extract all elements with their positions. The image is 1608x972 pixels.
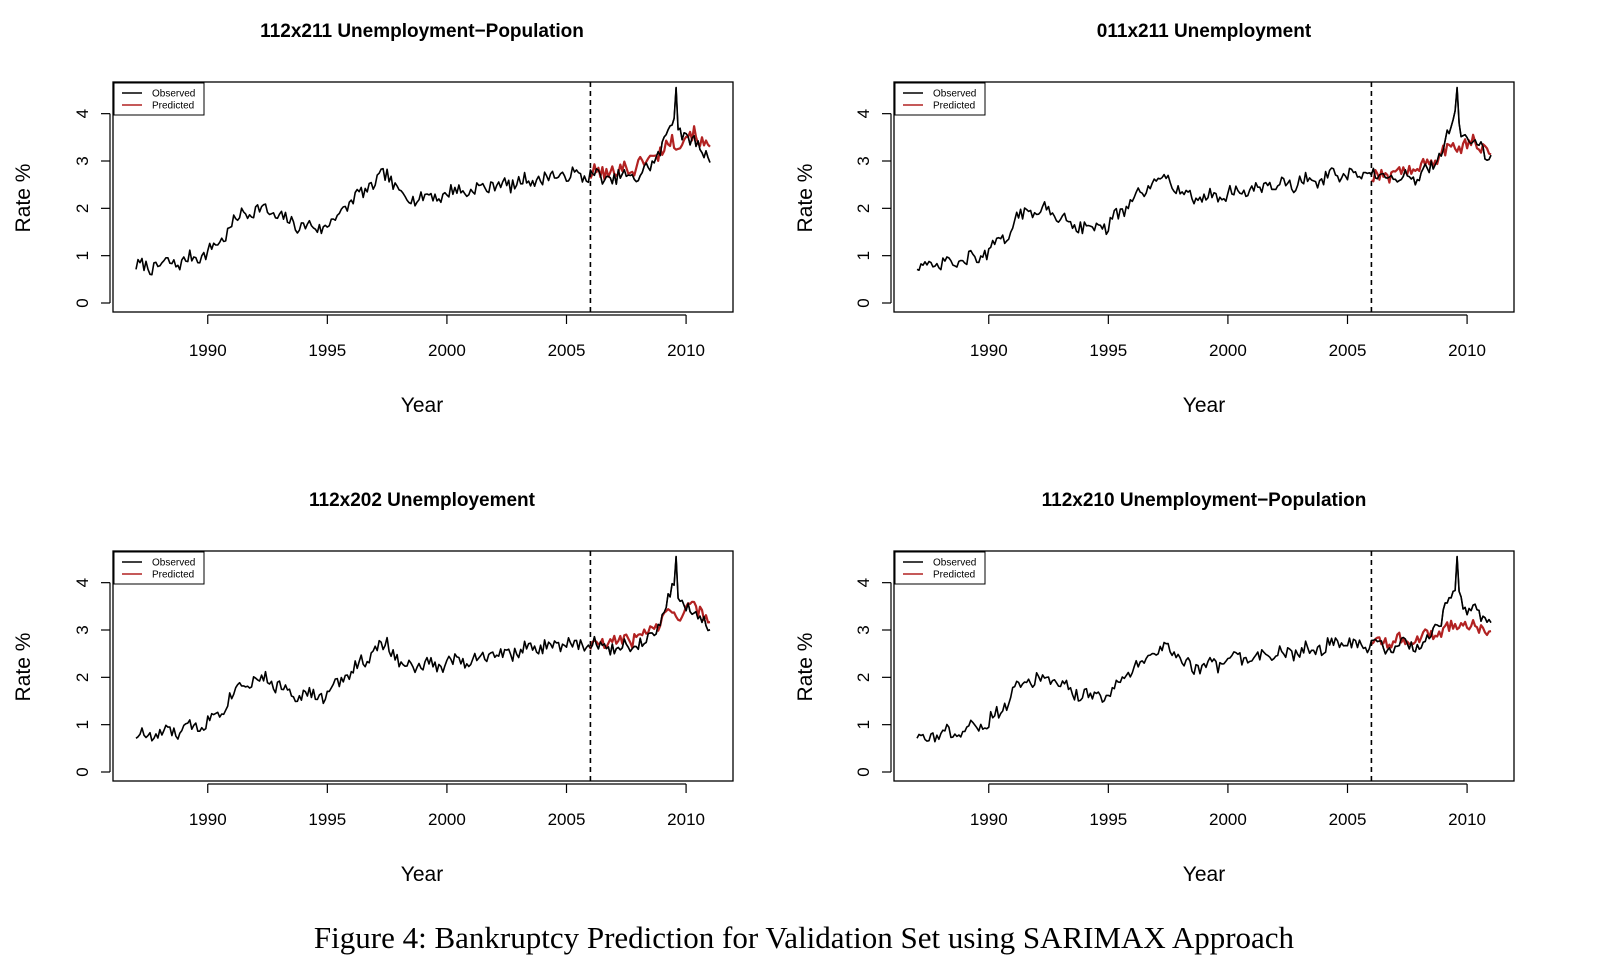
legend-box	[894, 551, 986, 585]
x-tick-label: 1995	[308, 341, 346, 360]
series-predicted-line	[589, 600, 711, 650]
x-tick-label: 2005	[1329, 810, 1367, 829]
y-tick-label: 0	[73, 767, 92, 776]
x-axis-label: Year	[1183, 863, 1225, 886]
x-tick-label: 2005	[548, 341, 586, 360]
y-tick-label: 3	[854, 625, 873, 634]
x-tick-label: 2000	[1209, 341, 1247, 360]
chart-panel-4: 112x210 Unemployment−Population Year Rat…	[794, 490, 1515, 886]
y-tick-label: 4	[854, 578, 873, 587]
plot-frame	[112, 81, 734, 313]
y-tick-label: 1	[854, 720, 873, 729]
series-observed-line	[135, 555, 711, 742]
y-axis-label: Rate %	[12, 164, 35, 233]
x-tick-label: 1990	[189, 341, 227, 360]
x-axis-label: Year	[401, 863, 443, 886]
x-tick-label: 2000	[428, 341, 466, 360]
chart-panel-2: 011x211 Unemployment Year Rate % 1990 199…	[794, 21, 1515, 417]
plot-frame	[893, 81, 1515, 313]
x-tick-label: 2010	[667, 810, 705, 829]
y-tick-label: 1	[854, 251, 873, 260]
chart-title: 112x202 Unemployement	[309, 490, 536, 511]
series-observed-overlay-line	[1371, 555, 1492, 655]
x-tick-label: 1990	[189, 810, 227, 829]
x-tick-label: 1995	[1089, 341, 1127, 360]
legend-entry: Predicted	[933, 570, 975, 581]
y-tick-label: 3	[854, 156, 873, 165]
y-tick-label: 4	[73, 578, 92, 587]
y-axis-label: Rate %	[12, 633, 35, 702]
series-observed-overlay-line	[1370, 86, 1492, 186]
series-observed-overlay-line	[589, 555, 711, 656]
legend-entry: Observed	[152, 558, 195, 569]
y-tick-label: 1	[73, 720, 92, 729]
y-axis-label: Rate %	[794, 633, 817, 702]
x-tick-label: 2005	[1329, 341, 1367, 360]
x-tick-label: 2000	[1209, 810, 1247, 829]
figure-caption: Figure 4: Bankruptcy Prediction for Vali…	[313, 920, 1295, 955]
series-predicted-line	[1370, 618, 1492, 649]
y-tick-label: 0	[73, 298, 92, 307]
legend-entry: Observed	[933, 89, 976, 100]
series-observed-line	[135, 86, 711, 276]
series-predicted-line	[589, 125, 711, 181]
legend-entry: Observed	[152, 89, 195, 100]
y-tick-label: 2	[73, 204, 92, 213]
chart-title: 112x211 Unemployment−Population	[260, 21, 584, 42]
y-tick-label: 4	[73, 109, 92, 118]
x-tick-label: 1990	[970, 341, 1008, 360]
y-tick-label: 0	[854, 298, 873, 307]
series-observed-line	[916, 86, 1492, 272]
y-tick-label: 2	[854, 673, 873, 682]
x-tick-label: 2000	[428, 810, 466, 829]
legend-entry: Predicted	[152, 570, 194, 581]
y-tick-label: 2	[854, 204, 873, 213]
y-tick-label: 0	[854, 767, 873, 776]
y-tick-label: 1	[73, 251, 92, 260]
x-axis-label: Year	[401, 394, 443, 417]
legend-box	[894, 82, 986, 116]
chart-title: 112x210 Unemployment−Population	[1042, 490, 1367, 511]
chart-panel-1: 112x211 Unemployment−Population Year Rat…	[12, 21, 734, 417]
legend-entry: Observed	[933, 558, 976, 569]
chart-title: 011x211 Unemployment	[1097, 21, 1312, 42]
legend-entry: Predicted	[933, 101, 975, 112]
chart-panel-3: 112x202 Unemployement Year Rate % 1990 19…	[12, 490, 734, 886]
legend-entry: Predicted	[152, 101, 194, 112]
plot-frame	[893, 550, 1515, 782]
x-tick-label: 2005	[548, 810, 586, 829]
x-tick-label: 2010	[1448, 341, 1486, 360]
series-observed-overlay-line	[589, 86, 711, 185]
y-tick-label: 2	[73, 673, 92, 682]
x-tick-label: 1990	[970, 810, 1008, 829]
legend-box	[113, 551, 205, 585]
x-tick-label: 2010	[667, 341, 705, 360]
y-tick-label: 4	[854, 109, 873, 118]
x-tick-label: 2010	[1448, 810, 1486, 829]
x-axis-label: Year	[1183, 394, 1225, 417]
x-tick-label: 1995	[1089, 810, 1127, 829]
x-tick-label: 1995	[308, 810, 346, 829]
y-tick-label: 3	[73, 625, 92, 634]
y-axis-label: Rate %	[794, 164, 817, 233]
plot-frame	[112, 550, 734, 782]
y-tick-label: 3	[73, 156, 92, 165]
legend-box	[113, 82, 205, 116]
series-observed-line	[916, 555, 1492, 743]
